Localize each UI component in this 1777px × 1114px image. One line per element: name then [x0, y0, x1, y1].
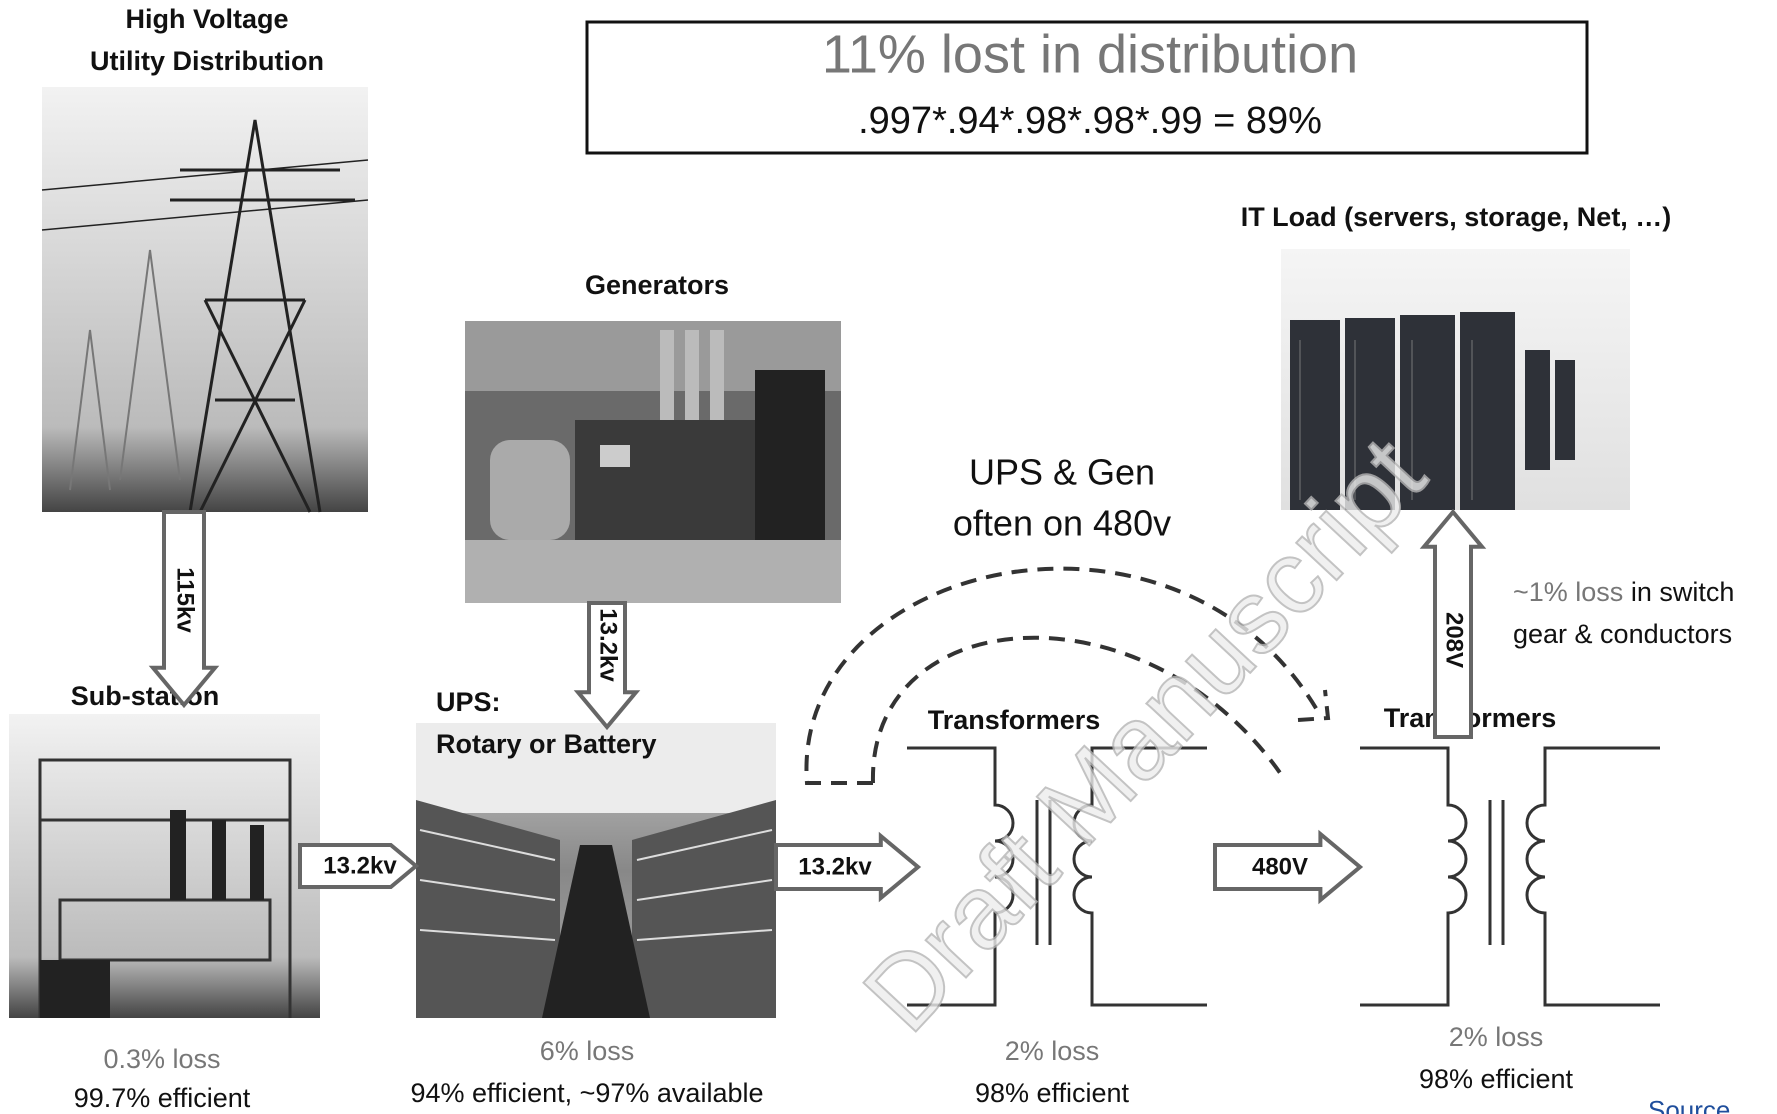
- ups-label: UPS:: [436, 687, 501, 717]
- ups-label: Rotary or Battery: [436, 729, 657, 759]
- voltage-label: 208V: [1441, 612, 1468, 668]
- utility-label: High Voltage: [125, 4, 288, 34]
- voltage-label: 13.2kv: [323, 852, 397, 879]
- voltage-label: 13.2kv: [798, 853, 872, 880]
- substation-photo: [9, 714, 320, 1018]
- efficiency: 98% efficient: [975, 1078, 1130, 1108]
- bypass-note: often on 480v: [953, 503, 1171, 544]
- generators-label: Generators: [585, 270, 729, 300]
- transformer-winding: [1527, 748, 1660, 1005]
- switch-loss: ~1% loss: [1513, 577, 1623, 607]
- voltage-label: 115kv: [172, 567, 199, 633]
- switch-note: gear & conductors: [1513, 619, 1732, 649]
- efficiency: 98% efficient: [1419, 1064, 1574, 1094]
- ups-photo: [416, 723, 776, 1018]
- tower-photo: [42, 87, 368, 512]
- loss: 0.3% loss: [103, 1044, 220, 1074]
- headline: 11% lost in distribution: [822, 24, 1358, 84]
- transformer-core: [1490, 800, 1503, 945]
- source-link[interactable]: Source: [1648, 1095, 1730, 1114]
- switch-note: ~1% loss in switch: [1513, 577, 1734, 607]
- transformer-winding: [1360, 748, 1466, 1005]
- loss: 6% loss: [540, 1036, 635, 1066]
- voltage-label: 13.2kv: [595, 608, 622, 682]
- it-load-label: IT Load (servers, storage, Net, …): [1241, 202, 1672, 232]
- loss: 2% loss: [1449, 1022, 1544, 1052]
- generator-photo: [465, 321, 841, 603]
- utility-label: Utility Distribution: [90, 46, 324, 76]
- voltage-label: 480V: [1252, 853, 1308, 880]
- diagram: 11% lost in distribution .997*.94*.98*.9…: [0, 0, 1777, 1114]
- transformer-symbol: [1360, 748, 1660, 1005]
- bypass-note: UPS & Gen: [969, 452, 1155, 493]
- efficiency: 94% efficient, ~97% available: [411, 1078, 764, 1108]
- switch-note-text: in switch: [1631, 577, 1735, 607]
- formula: .997*.94*.98*.98*.99 = 89%: [858, 100, 1322, 142]
- efficiency: 99.7% efficient: [74, 1083, 251, 1113]
- loss: 2% loss: [1005, 1036, 1100, 1066]
